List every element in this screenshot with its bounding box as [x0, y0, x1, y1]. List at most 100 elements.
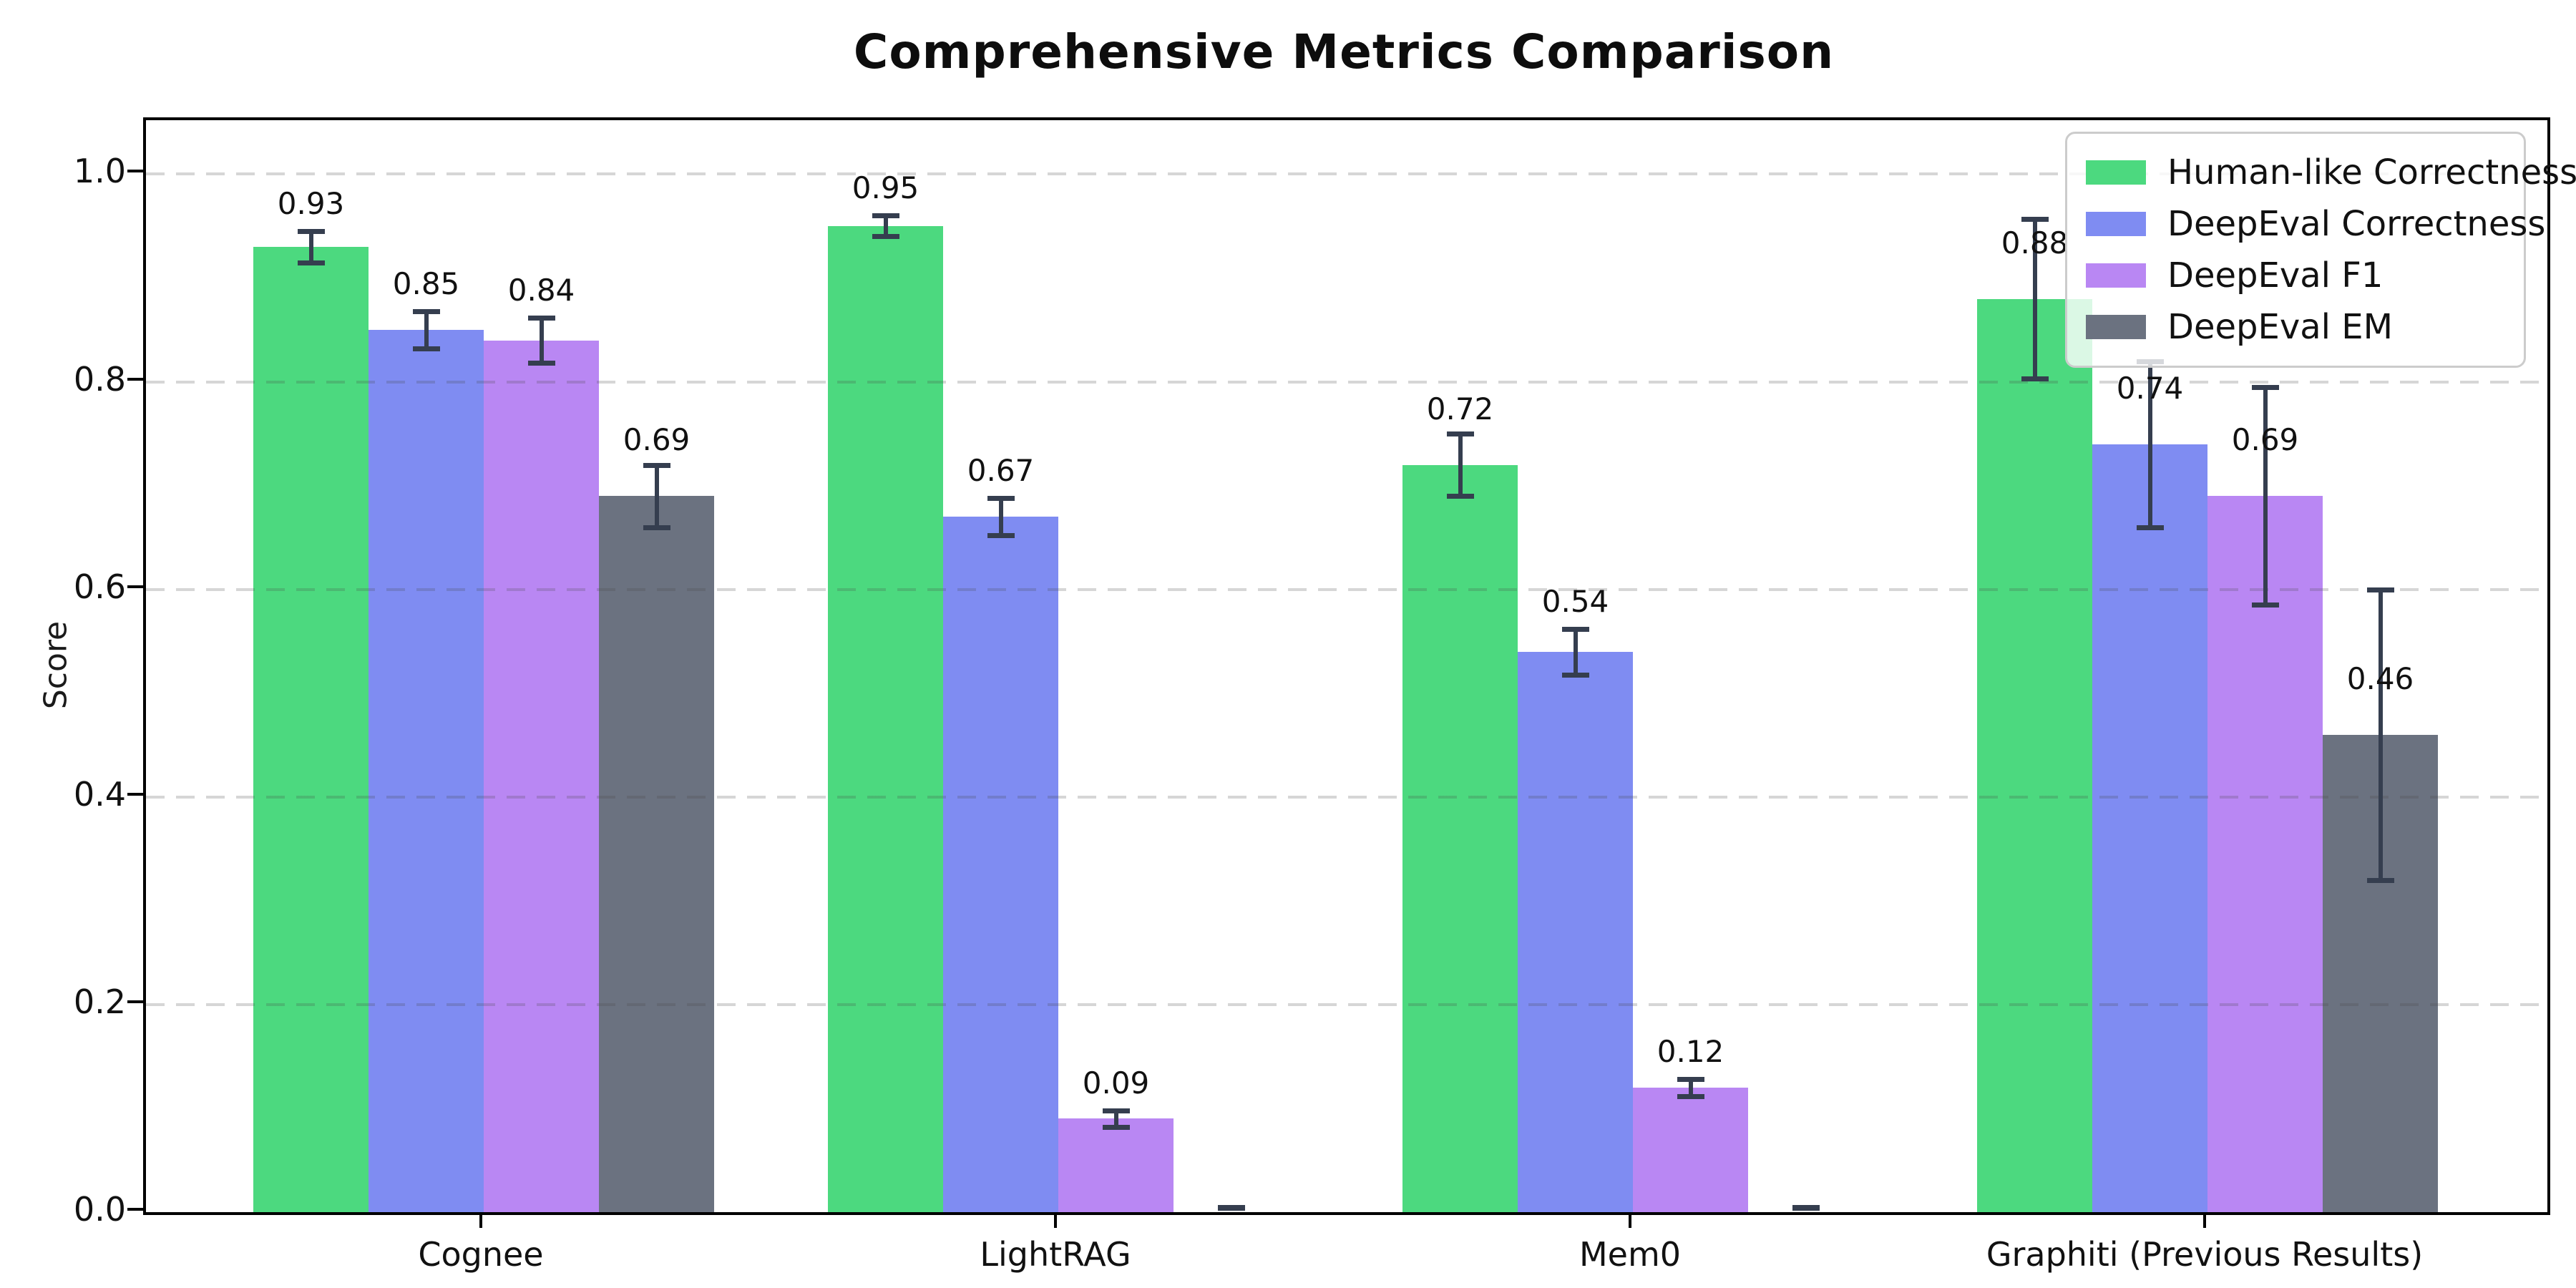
x-tick-label-1: LightRAG [980, 1235, 1131, 1274]
bar-value-label: 0.85 [392, 265, 460, 301]
bar-value-label: 0.93 [277, 186, 345, 222]
error-cap-bottom [2021, 376, 2049, 382]
chart-title: Comprehensive Metrics Comparison [853, 24, 1835, 79]
bar-deepeval-f1-3 [2207, 496, 2323, 1212]
bar-deepeval-f1-2 [1633, 1087, 1748, 1212]
bar-value-label: 0.88 [2001, 225, 2069, 260]
error-bar [2147, 361, 2152, 527]
bar-deepeval-correctness-1 [943, 517, 1058, 1212]
error-cap-bottom [2136, 525, 2164, 530]
legend-swatch [2086, 212, 2146, 236]
bar-deepeval-f1-1 [1058, 1118, 1174, 1212]
error-cap-bottom [1446, 494, 1474, 499]
bar-human-like-correctness-2 [1402, 464, 1518, 1212]
legend-label: DeepEval F1 [2167, 255, 2384, 296]
error-cap-top [1102, 1108, 1130, 1113]
bar-deepeval-correctness-3 [2092, 444, 2207, 1212]
error-cap-top [872, 213, 899, 219]
error-cap-top [987, 496, 1015, 501]
x-tick [479, 1212, 482, 1228]
bar-deepeval-correctness-0 [369, 330, 484, 1212]
y-tick [127, 377, 143, 381]
legend-item: DeepEval F1 [2086, 250, 2505, 301]
bar-value-label: 0.69 [623, 422, 691, 458]
error-cap-bottom [527, 361, 555, 366]
error-cap-top [1677, 1077, 1704, 1083]
bar-human-like-correctness-3 [1977, 298, 2092, 1212]
y-tick [127, 792, 143, 796]
error-cap-bottom [297, 260, 325, 265]
error-cap-top [2021, 216, 2049, 222]
legend-label: DeepEval Correctness [2167, 204, 2546, 244]
x-tick-label-0: Cognee [418, 1235, 544, 1274]
error-cap-top [1561, 626, 1589, 632]
bar-value-label: 0.84 [507, 272, 575, 308]
error-cap-top [412, 308, 440, 314]
legend-item: Human-like Correctness [2086, 147, 2576, 198]
y-tick-label: 0.2 [73, 982, 126, 1021]
y-tick [127, 1000, 143, 1003]
y-tick [127, 1208, 143, 1211]
error-bar [539, 317, 544, 364]
legend-label: Human-like Correctness [2167, 152, 2576, 192]
error-bar [883, 215, 888, 237]
y-tick-label: 0.0 [73, 1190, 126, 1229]
error-cap-top [1446, 431, 1474, 437]
error-cap-top [297, 229, 325, 235]
error-bar [2263, 386, 2268, 605]
x-tick-label-3: Graphiti (Previous Results) [1986, 1235, 2424, 1274]
bar-value-label: 0.69 [2231, 422, 2299, 458]
y-tick-label: 0.6 [73, 567, 126, 606]
x-tick [1629, 1212, 1631, 1228]
error-bar [1573, 628, 1578, 675]
y-tick-label: 1.0 [73, 152, 126, 191]
bar-value-label: 0.95 [852, 170, 919, 206]
error-bar [1113, 1110, 1118, 1128]
error-cap-bottom [643, 525, 670, 530]
x-tick [2203, 1212, 2206, 1228]
error-cap-bottom [872, 234, 899, 240]
error-cap-bottom [987, 533, 1015, 539]
legend-label: DeepEval EM [2167, 307, 2393, 347]
legend-swatch [2086, 315, 2146, 339]
error-bar [654, 464, 659, 527]
bar-value-label: 0.46 [2346, 660, 2414, 696]
gridline-1.0 [146, 172, 2547, 176]
x-tick [1054, 1212, 1057, 1228]
y-axis-label: Score [37, 620, 74, 710]
error-cap-top [2366, 587, 2394, 592]
error-cap-top [527, 315, 555, 321]
bar-deepeval-f1-0 [484, 340, 599, 1212]
error-cap-bottom [2251, 602, 2279, 608]
error-cap-top [2251, 384, 2279, 390]
y-tick-label: 0.8 [73, 359, 126, 399]
bar-value-label: 0.54 [1541, 583, 1609, 619]
error-bar [998, 498, 1003, 536]
error-bar [2378, 589, 2383, 880]
legend-swatch [2086, 160, 2146, 185]
y-tick [127, 585, 143, 588]
bar-human-like-correctness-0 [253, 246, 369, 1212]
y-tick-label: 0.4 [73, 774, 126, 814]
error-bar [424, 311, 429, 349]
error-cap-bottom [1102, 1125, 1130, 1131]
error-cap-bottom [412, 346, 440, 352]
error-bar [2032, 218, 2037, 379]
bar-value-label: 0.12 [1657, 1034, 1724, 1070]
legend-item: DeepEval EM [2086, 301, 2505, 353]
error-cap-bottom [1792, 1205, 1820, 1210]
x-tick-label-2: Mem0 [1579, 1235, 1682, 1274]
bar-human-like-correctness-1 [828, 225, 943, 1212]
bar-deepeval-em-0 [599, 496, 714, 1212]
gridline-0.4 [146, 795, 2547, 799]
bar-value-label: 0.74 [2116, 370, 2184, 406]
legend-item: DeepEval Correctness [2086, 198, 2545, 250]
error-cap-bottom [1217, 1205, 1245, 1210]
error-cap-bottom [1677, 1093, 1704, 1099]
error-cap-bottom [1561, 672, 1589, 678]
gridline-0.8 [146, 380, 2547, 384]
error-bar [1688, 1079, 1693, 1096]
error-cap-bottom [2366, 877, 2394, 883]
y-tick [127, 170, 143, 173]
error-bar [308, 231, 313, 263]
